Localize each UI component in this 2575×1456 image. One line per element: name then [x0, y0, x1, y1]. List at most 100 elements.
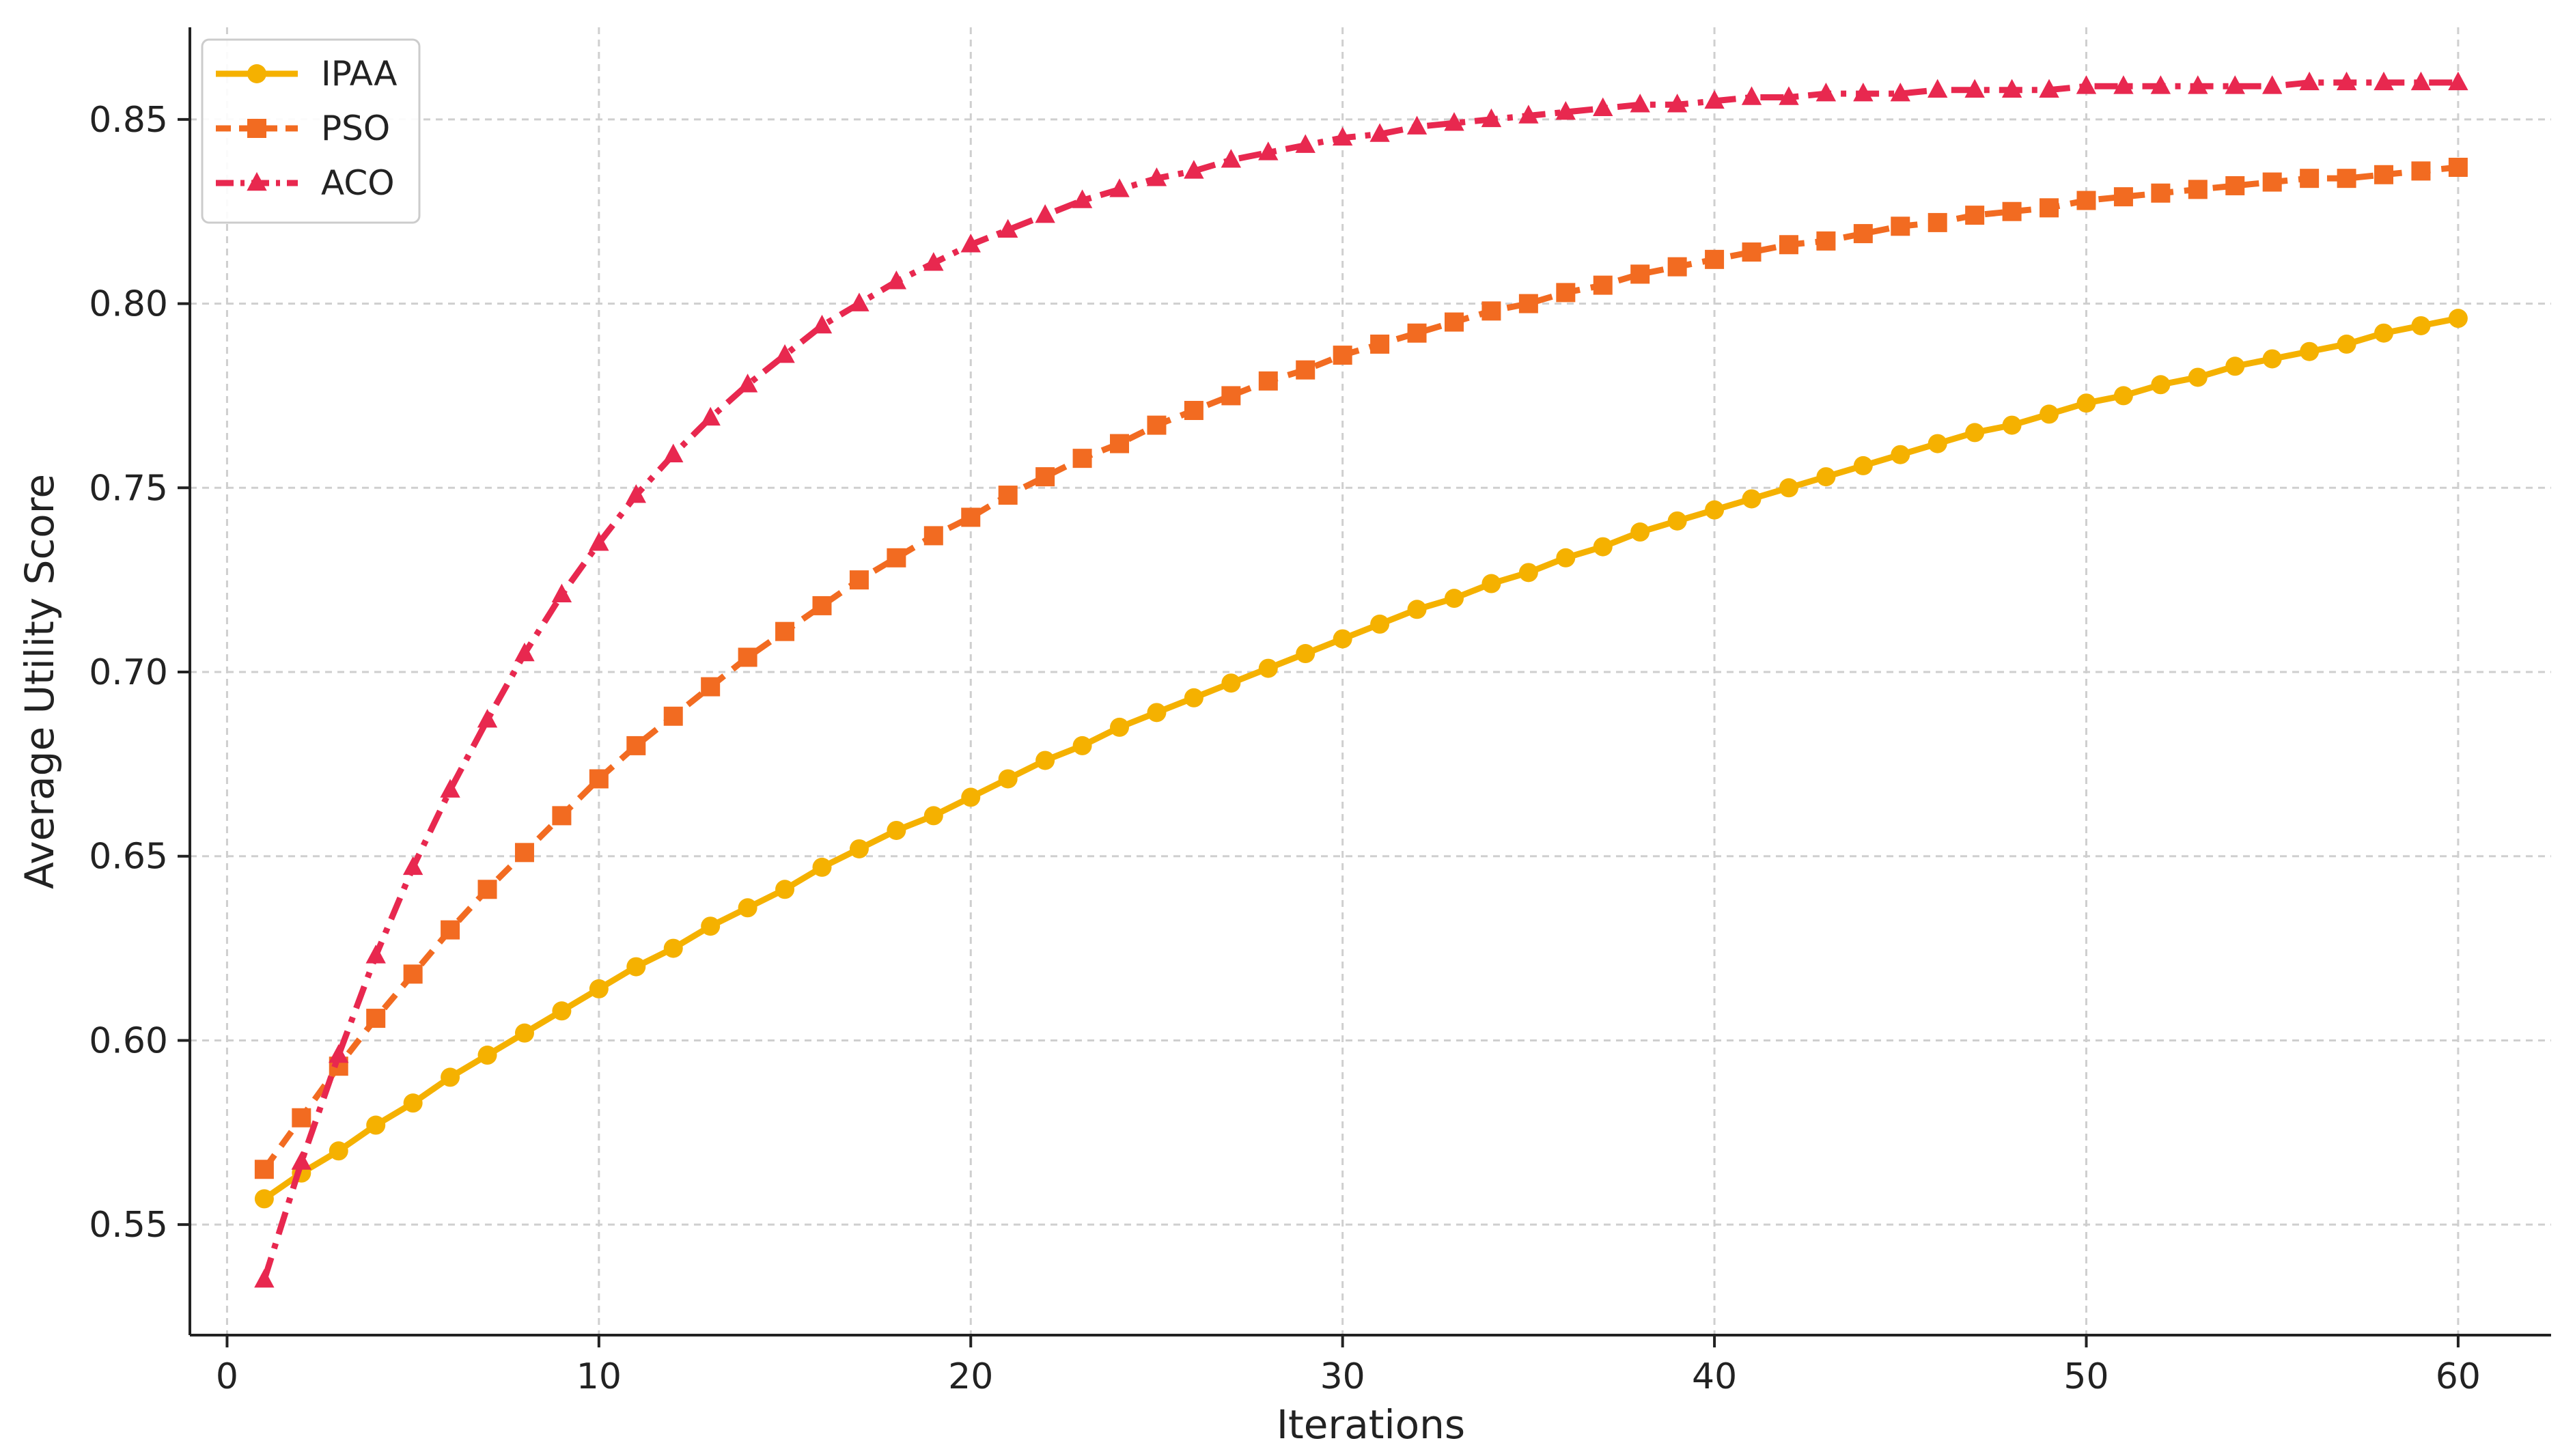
data-point-aco: [1555, 100, 1576, 120]
data-point-pso: [2040, 198, 2059, 218]
data-point-pso: [514, 843, 534, 863]
x-tick-label: 40: [1692, 1356, 1737, 1397]
data-point-pso: [998, 486, 1018, 505]
data-point-pso: [961, 507, 981, 527]
data-point-ipaa: [1927, 434, 1947, 453]
data-point-ipaa: [1853, 456, 1873, 475]
data-point-ipaa: [1296, 644, 1316, 664]
series-line-ipaa: [262, 315, 2459, 1202]
data-point-pso: [2225, 176, 2245, 195]
data-point-aco: [440, 779, 460, 798]
data-point-ipaa: [552, 1001, 572, 1021]
data-point-pso: [1556, 283, 1576, 303]
data-point-pso: [849, 570, 869, 590]
data-point-pso: [292, 1108, 311, 1128]
data-point-aco: [589, 532, 609, 551]
series-layer: [254, 71, 2468, 1288]
y-tick-label: 0.65: [89, 837, 168, 878]
data-point-aco: [365, 944, 386, 964]
data-point-aco: [1518, 104, 1539, 124]
data-point-ipaa: [1965, 423, 1985, 443]
data-point-ipaa: [514, 1023, 534, 1043]
grid: [190, 27, 2551, 1335]
data-point-aco: [811, 314, 833, 334]
data-point-aco: [2261, 75, 2283, 94]
series-ipaa: [254, 309, 2468, 1209]
data-point-ipaa: [2040, 404, 2059, 424]
data-point-pso: [1779, 235, 1798, 255]
data-point-pso: [887, 548, 906, 568]
legend-marker: [247, 119, 266, 138]
data-point-aco: [2188, 75, 2208, 94]
data-point-pso: [1221, 386, 1241, 406]
ticks: 0 10 20 30 40 50 60 0.55 0.60 0.65 0.70 0.75 0.80 0.8…: [89, 100, 2481, 1397]
data-point-ipaa: [701, 916, 721, 936]
data-point-ipaa: [441, 1067, 460, 1087]
data-point-ipaa: [1891, 445, 1910, 464]
data-point-ipaa: [775, 880, 795, 899]
legend-item-ipaa: IPAA: [216, 54, 398, 94]
data-point-ipaa: [2337, 334, 2356, 354]
data-point-aco: [1890, 82, 1910, 102]
data-point-aco: [1853, 82, 1874, 102]
data-point-aco: [626, 484, 646, 503]
data-point-pso: [2411, 161, 2431, 181]
legend-label: PSO: [321, 109, 390, 148]
x-tick-label: 10: [576, 1356, 622, 1397]
data-point-ipaa: [626, 957, 646, 977]
axes: [189, 27, 2551, 1336]
data-point-pso: [1593, 275, 1613, 295]
data-point-aco: [1815, 82, 1837, 102]
data-point-ipaa: [329, 1141, 348, 1161]
series-line-aco: [261, 79, 2458, 1281]
data-point-aco: [2225, 75, 2245, 94]
data-point-pso: [812, 596, 832, 615]
data-point-pso: [441, 920, 460, 940]
x-axis-label: Iterations: [1277, 1401, 1465, 1448]
data-point-ipaa: [961, 787, 981, 807]
legend-label: ACO: [321, 163, 395, 203]
data-point-ipaa: [1705, 500, 1725, 520]
data-point-pso: [1630, 264, 1650, 284]
data-point-pso: [1147, 415, 1167, 435]
data-point-pso: [477, 880, 497, 899]
data-point-pso: [403, 964, 423, 984]
data-point-ipaa: [589, 979, 609, 998]
data-point-pso: [2188, 180, 2208, 199]
x-tick-label: 20: [948, 1356, 993, 1397]
data-point-ipaa: [1556, 548, 1576, 568]
data-point-ipaa: [1779, 478, 1798, 498]
data-point-aco: [737, 374, 758, 393]
data-point-aco: [886, 270, 907, 290]
x-tick-label: 0: [216, 1356, 238, 1397]
data-point-pso: [1407, 323, 1427, 343]
data-point-ipaa: [1481, 574, 1501, 593]
data-point-pso: [2151, 183, 2171, 203]
data-point-pso: [1370, 334, 1390, 354]
y-tick-label: 0.60: [89, 1020, 168, 1061]
x-tick-label: 30: [1320, 1356, 1365, 1397]
data-point-ipaa: [2151, 375, 2171, 395]
data-point-pso: [552, 806, 572, 826]
data-point-aco: [849, 292, 869, 311]
data-point-ipaa: [1630, 522, 1650, 542]
data-point-pso: [775, 621, 795, 641]
y-tick-label: 0.55: [89, 1205, 168, 1246]
data-point-aco: [1184, 160, 1204, 179]
data-point-pso: [1891, 216, 1910, 236]
data-point-pso: [626, 736, 646, 755]
data-point-aco: [477, 709, 498, 728]
data-point-pso: [738, 647, 757, 667]
data-point-ipaa: [1072, 736, 1092, 755]
data-point-ipaa: [738, 898, 757, 918]
legend: IPAA PSO ACO: [201, 38, 421, 224]
data-point-pso: [1927, 212, 1947, 232]
data-point-aco: [700, 406, 721, 426]
data-point-aco: [1667, 94, 1688, 113]
data-point-aco: [2374, 71, 2394, 91]
data-point-aco: [2336, 71, 2357, 91]
data-point-aco: [1072, 189, 1093, 208]
data-point-aco: [2076, 75, 2097, 94]
data-point-ipaa: [403, 1093, 423, 1113]
